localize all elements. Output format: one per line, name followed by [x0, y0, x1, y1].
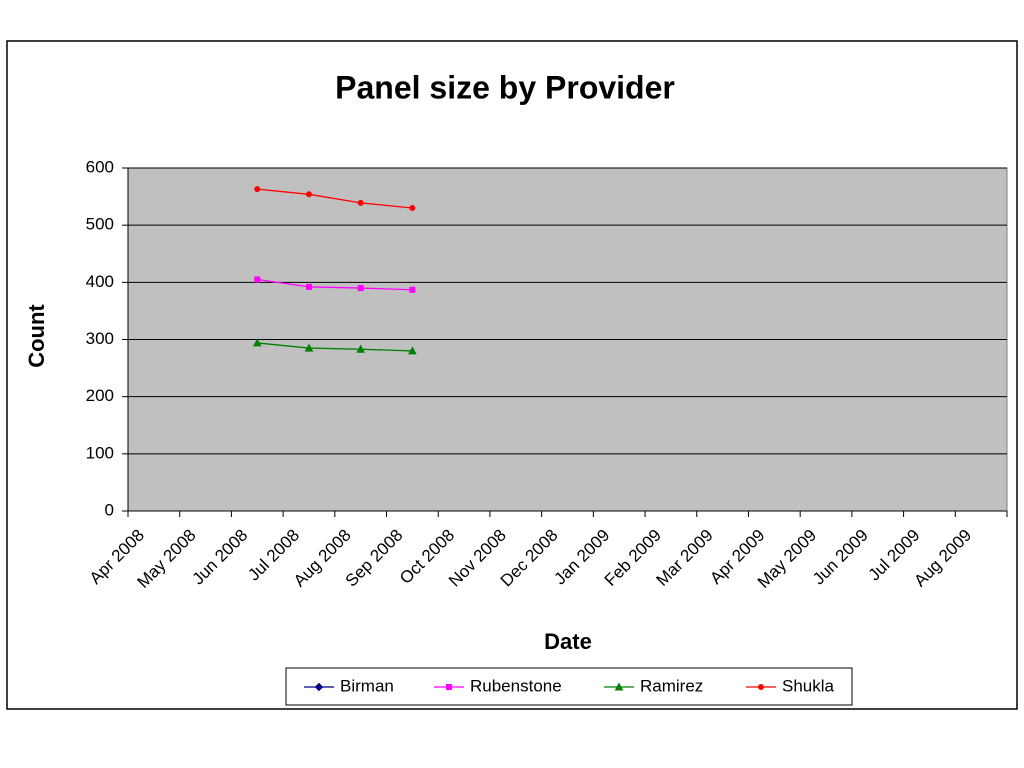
marker: [254, 186, 261, 193]
marker: [252, 338, 262, 347]
marker: [305, 191, 312, 198]
marker: [408, 346, 417, 355]
legend-label: Rubenstone: [470, 676, 562, 695]
marker: [304, 343, 314, 352]
y-tick-label: 100: [86, 443, 114, 462]
y-axis-label: Count: [24, 304, 49, 368]
legend-label: Birman: [340, 676, 394, 695]
legend-label: Shukla: [782, 676, 835, 695]
marker: [357, 199, 364, 206]
marker: [314, 682, 324, 692]
series-line: [257, 342, 413, 352]
chart-title: Panel size by Provider: [335, 69, 675, 105]
series-line: [257, 188, 413, 209]
marker: [409, 286, 416, 293]
series-line: [257, 278, 413, 291]
marker: [446, 684, 452, 690]
y-tick-label: 300: [86, 329, 114, 348]
legend-label: Ramirez: [640, 676, 703, 695]
marker: [305, 283, 312, 290]
y-tick-label: 0: [105, 500, 114, 519]
marker: [614, 682, 624, 691]
legend: Birman Rubenstone Ramirez Shukla: [285, 667, 853, 706]
y-tick-label: 500: [86, 215, 114, 234]
y-tick-label: 600: [86, 157, 114, 176]
x-axis-label: Date: [544, 629, 592, 654]
marker: [409, 205, 416, 212]
y-tick-label: 200: [86, 386, 114, 405]
marker: [357, 285, 364, 292]
y-tick-label: 400: [86, 272, 114, 291]
marker: [356, 344, 366, 353]
marker: [758, 684, 764, 690]
marker: [254, 276, 261, 283]
